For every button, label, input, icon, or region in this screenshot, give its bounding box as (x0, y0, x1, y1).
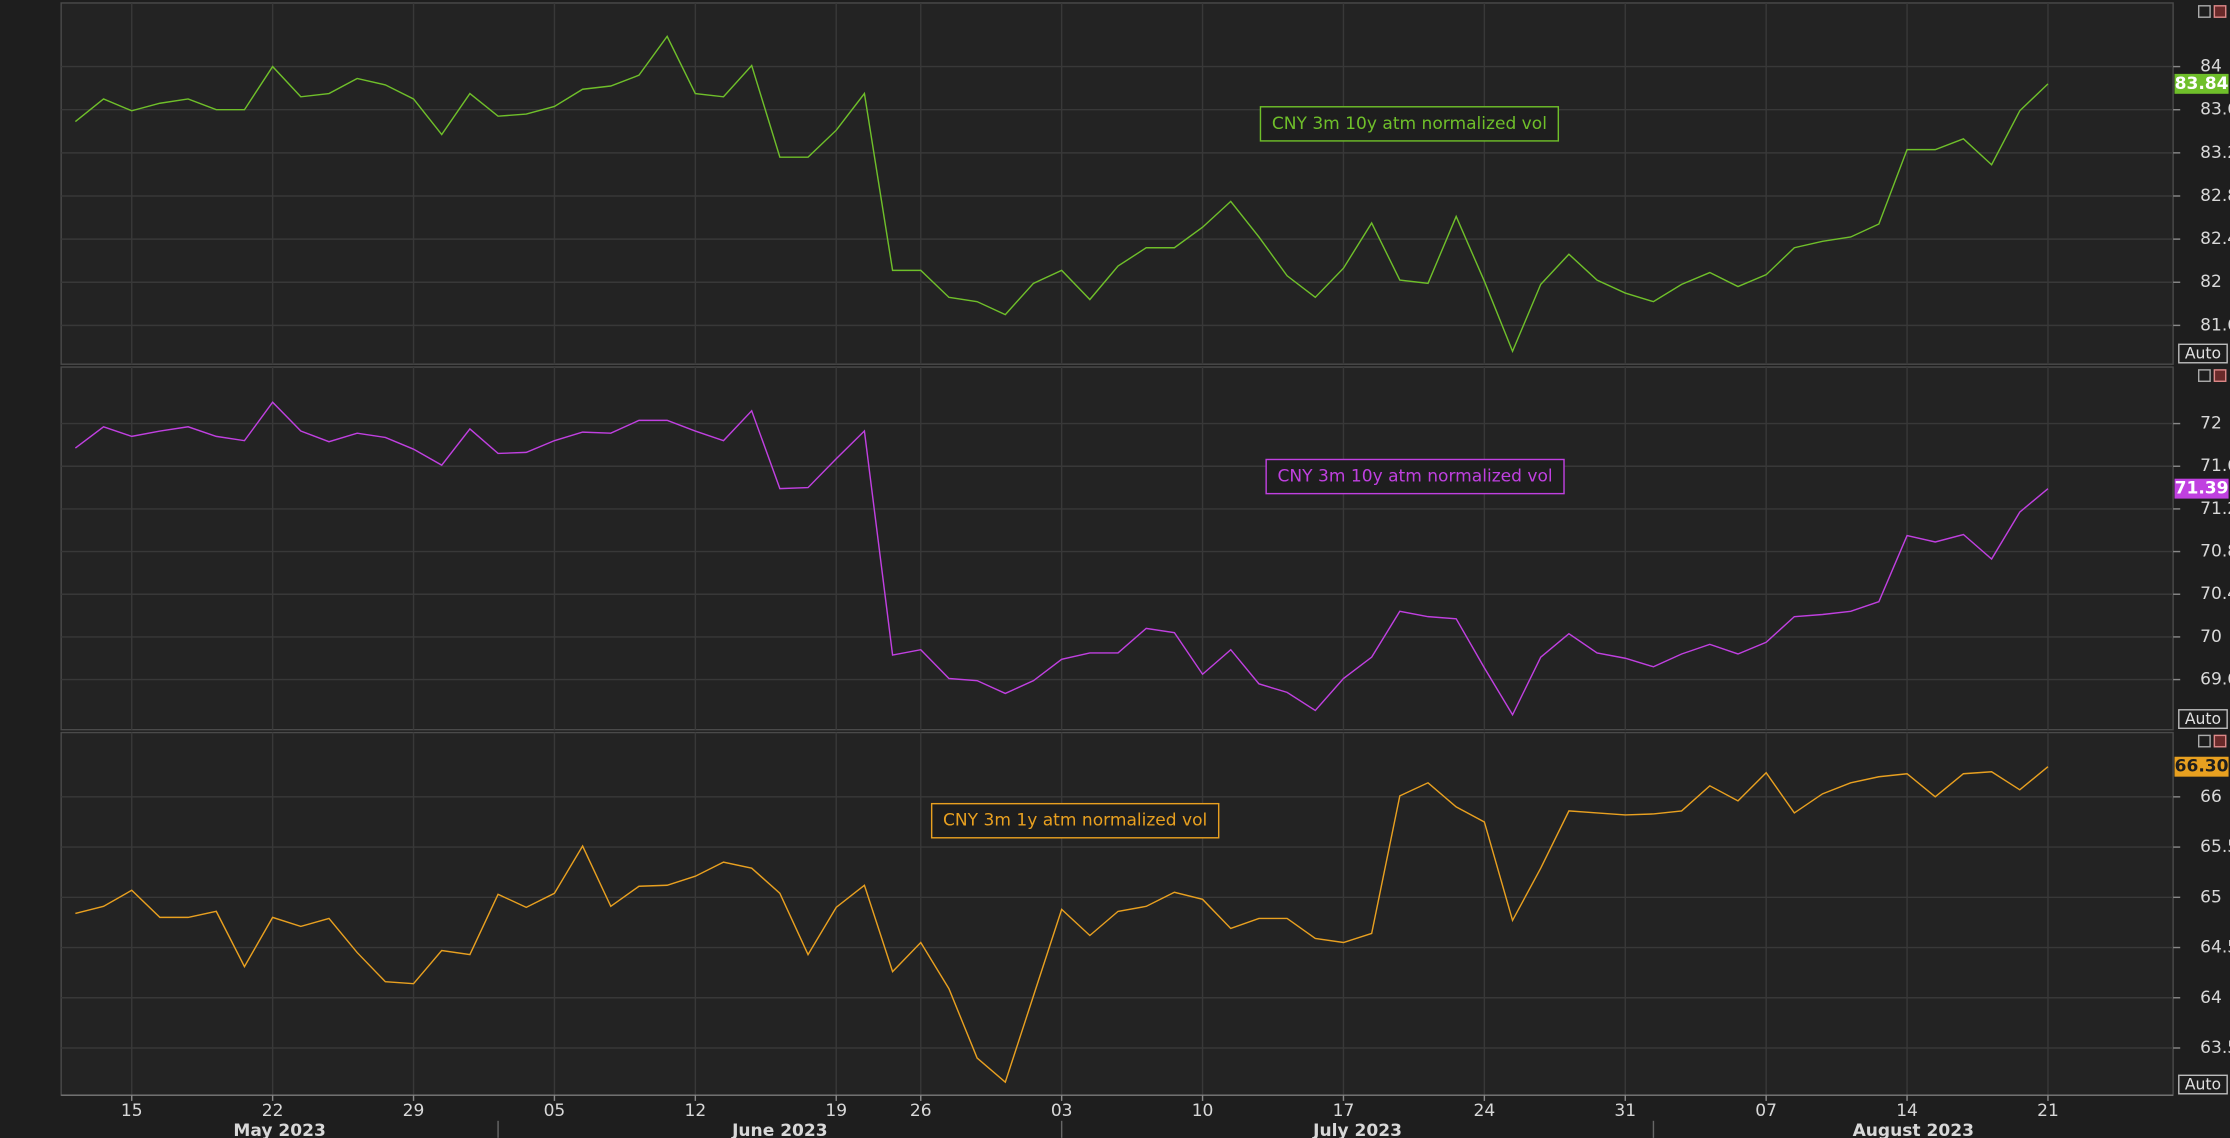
x-tick-label: 17 (1333, 1101, 1355, 1121)
y-tick-label: 70 (2200, 627, 2222, 647)
x-tick-label: 14 (1896, 1101, 1918, 1121)
close-icon[interactable] (2213, 734, 2227, 748)
close-icon[interactable] (2213, 369, 2227, 382)
y-tick-label: 82.8 (2200, 186, 2230, 206)
series-group (74, 35, 2049, 354)
x-tick-label: 29 (403, 1101, 425, 1121)
line-series (75, 766, 2049, 1084)
close-icon[interactable] (2213, 5, 2227, 18)
y-tick-label: 72 (2200, 414, 2222, 434)
x-tick-label: 10 (1192, 1101, 1214, 1121)
y-tick-label: 84 (2200, 57, 2222, 77)
plot-area (60, 2, 2174, 365)
plot-area (60, 366, 2174, 731)
y-tick-label: 64 (2200, 988, 2222, 1008)
y-tick-label: 83.6 (2200, 100, 2230, 120)
line-series (74, 401, 2049, 717)
legend-label: CNY 3m 10y atm normalized vol (1272, 114, 1547, 134)
y-tick-label: 63.5 (2200, 1038, 2230, 1058)
month-label: June 2023 (731, 1121, 828, 1138)
y-tick-label: 70.4 (2200, 584, 2230, 604)
y-tick-label: 66 (2200, 787, 2222, 807)
legend-box (1259, 106, 1560, 142)
y-tick-label: 82 (2200, 272, 2222, 292)
legend-box (930, 802, 1220, 839)
last-value-label: 71.39 (2175, 479, 2229, 499)
legend-label: CNY 3m 1y atm normalized vol (943, 811, 1207, 831)
y-tick-label: 65 (2200, 887, 2222, 907)
restore-icon[interactable] (2198, 734, 2211, 748)
y-tick-label: 71.2 (2200, 499, 2230, 519)
x-tick-label: 03 (1051, 1101, 1073, 1121)
restore-icon[interactable] (2198, 369, 2211, 382)
month-label: May 2023 (233, 1121, 325, 1138)
plot-area (60, 731, 2174, 1096)
auto-button[interactable]: Auto (2185, 1075, 2221, 1094)
legend-label: CNY 3m 10y atm normalized vol (1278, 467, 1553, 487)
auto-button[interactable]: Auto (2185, 709, 2221, 728)
x-tick-label: 21 (2037, 1101, 2059, 1121)
legend-box (1265, 458, 1565, 495)
x-tick-label: 31 (1614, 1101, 1636, 1121)
x-tick-label: 22 (262, 1101, 284, 1121)
last-value-tag (2174, 73, 2229, 94)
x-tick-label: 07 (1755, 1101, 1777, 1121)
x-tick-label: 24 (1474, 1101, 1496, 1121)
y-tick-label: 69.6 (2200, 670, 2230, 690)
auto-button[interactable]: Auto (2185, 344, 2221, 363)
y-tick-label: 83.2 (2200, 143, 2230, 163)
auto-button-frame[interactable] (2178, 343, 2228, 364)
line-series (74, 35, 2049, 354)
y-tick-label: 70.8 (2200, 542, 2230, 562)
restore-icon[interactable] (2198, 5, 2211, 18)
y-tick-label: 71.6 (2200, 456, 2230, 476)
x-tick-label: 12 (684, 1101, 706, 1121)
month-label: July 2023 (1312, 1121, 1402, 1138)
series-group (74, 401, 2049, 717)
x-tick-label: 26 (910, 1101, 932, 1121)
auto-button-frame[interactable] (2178, 1074, 2228, 1095)
y-tick-label: 64.5 (2200, 938, 2230, 958)
last-value-tag (2174, 478, 2229, 499)
x-tick-label: 19 (825, 1101, 847, 1121)
auto-button-frame[interactable] (2178, 709, 2228, 729)
last-value-label: 66.30 (2175, 757, 2229, 777)
y-tick-label: 65.5 (2200, 837, 2230, 857)
last-value-tag (2174, 756, 2229, 777)
y-tick-label: 81.6 (2200, 315, 2230, 335)
x-tick-label: 15 (121, 1101, 143, 1121)
month-label: August 2023 (1853, 1121, 1974, 1138)
last-value-label: 83.84 (2175, 74, 2229, 94)
series-group (75, 766, 2049, 1084)
y-tick-label: 82.4 (2200, 229, 2230, 249)
x-tick-label: 05 (544, 1101, 566, 1121)
